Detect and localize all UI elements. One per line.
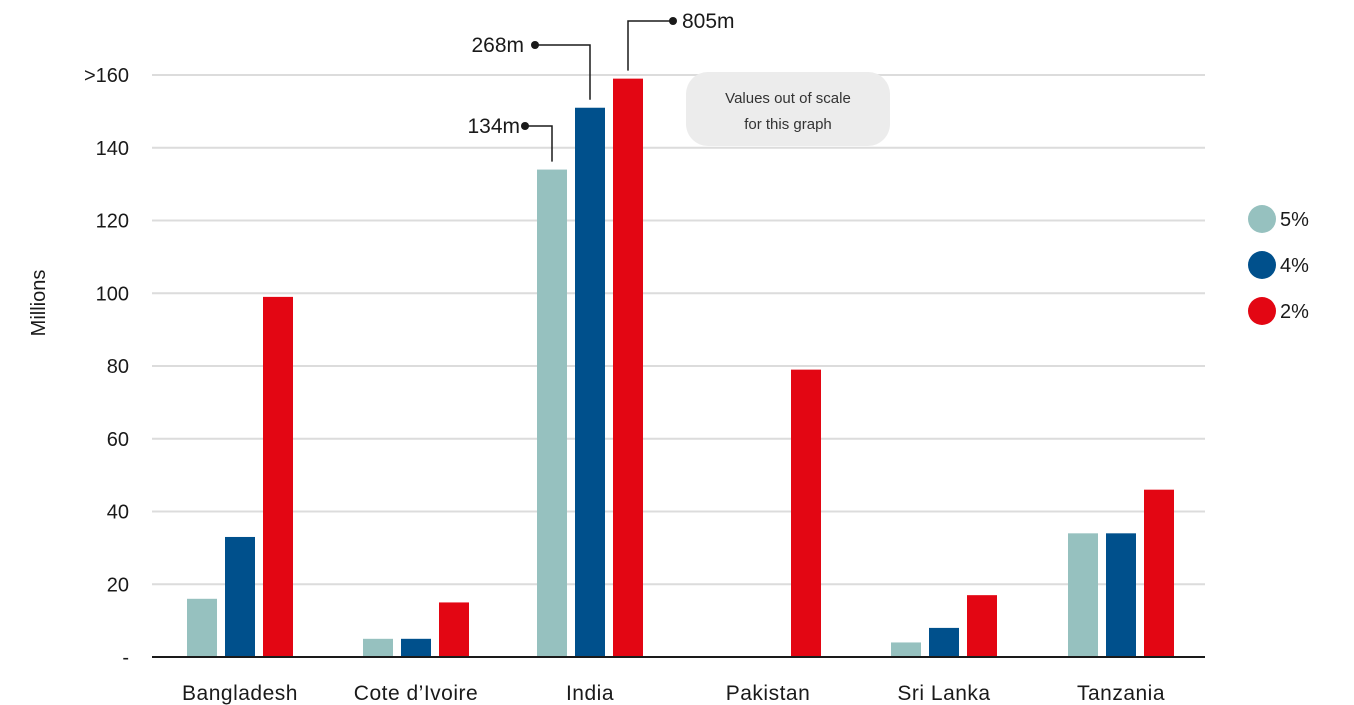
category-labels: Bangladesh Cote d’Ivoire India Pakistan Sri …: [182, 682, 1165, 705]
legend-swatch: [1248, 297, 1276, 325]
callout-label: 805m: [682, 10, 735, 33]
y-tick-label: 20: [107, 574, 129, 596]
legend-swatch: [1248, 251, 1276, 279]
bar: [537, 169, 567, 657]
category-label: Tanzania: [1077, 682, 1165, 705]
bar: [929, 627, 959, 657]
y-axis-label: Millions: [28, 270, 50, 337]
bar: [967, 595, 997, 657]
category-label: Bangladesh: [182, 682, 298, 705]
note-box: [686, 72, 890, 146]
category-label: Cote d’Ivoire: [354, 682, 478, 705]
y-tick-label: 40: [107, 502, 129, 524]
value-callouts: 134m 268m 805m: [467, 10, 735, 162]
y-tick-label: >160: [84, 65, 129, 87]
bar: [891, 642, 921, 657]
bar: [1144, 489, 1174, 657]
note-line-2: for this graph: [744, 116, 832, 133]
bar: [575, 107, 605, 658]
callout-dot: [531, 41, 539, 49]
legend-label: 2%: [1280, 301, 1309, 323]
y-tick-label: 60: [107, 429, 129, 451]
callout-leader: [535, 44, 591, 100]
bar: [401, 638, 431, 657]
legend-swatch: [1248, 205, 1276, 233]
note-line-1: Values out of scale: [725, 90, 851, 107]
legend: 5% 4% 2%: [1248, 205, 1309, 325]
category-label: Sri Lanka: [897, 682, 990, 705]
callout-label: 134m: [467, 115, 520, 138]
bar: [791, 369, 821, 657]
bar: [225, 536, 255, 657]
category-label: India: [566, 682, 614, 705]
bar: [1068, 533, 1098, 657]
y-tick-label: 100: [96, 283, 129, 305]
gridlines: [152, 74, 1205, 586]
category-label: Pakistan: [726, 682, 811, 705]
bar: [1106, 533, 1136, 657]
callout-label: 268m: [471, 34, 524, 57]
callout-dot: [521, 122, 529, 130]
legend-label: 4%: [1280, 255, 1309, 277]
y-tick-label: -: [122, 647, 129, 669]
bar: [263, 296, 293, 657]
bar: [613, 78, 643, 657]
bar: [187, 598, 217, 657]
bar: [439, 602, 469, 657]
bar: [363, 638, 393, 657]
bars: [187, 78, 1174, 658]
out-of-scale-note: Values out of scale for this graph: [686, 72, 890, 146]
legend-label: 5%: [1280, 209, 1309, 231]
callout-leader: [627, 20, 673, 71]
callout-dot: [669, 17, 677, 25]
y-tick-label: 140: [96, 138, 129, 160]
callout-leader: [525, 125, 553, 162]
y-tick-label: 80: [107, 356, 129, 378]
y-tick-label: 120: [96, 211, 129, 233]
y-axis-ticks: - 20 40 60 80 100 120 140 >160: [84, 65, 129, 669]
